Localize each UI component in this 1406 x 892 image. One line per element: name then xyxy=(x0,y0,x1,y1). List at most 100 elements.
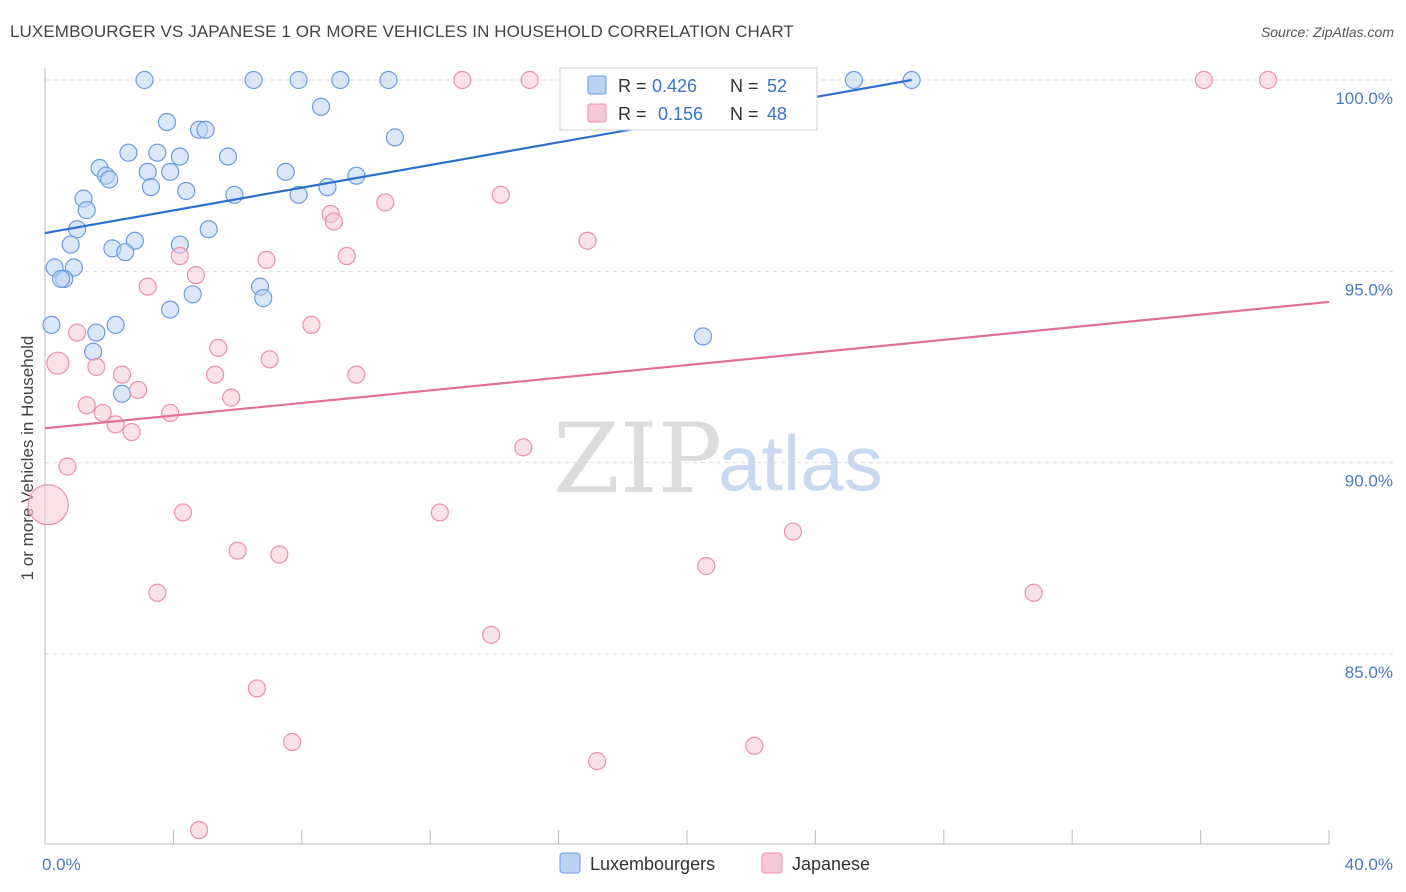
japanese-point-18 xyxy=(209,338,228,357)
luxembourgers-point-8 xyxy=(157,112,177,132)
luxembourgers-point-13 xyxy=(148,143,167,162)
luxembourgers-points xyxy=(42,70,921,403)
watermark: ZIP atlas xyxy=(553,403,883,515)
japanese-point-22 xyxy=(112,365,132,384)
luxembourgers-point-10 xyxy=(196,120,215,139)
japanese-point-29 xyxy=(161,403,180,423)
source-credit: Source: ZipAtlas.com xyxy=(1260,24,1394,40)
watermark-zip: ZIP xyxy=(553,403,722,515)
luxembourgers-point-26 xyxy=(289,185,308,204)
japanese-point-0 xyxy=(453,70,472,90)
y-tick-label-3: 85.0% xyxy=(1345,663,1393,682)
luxembourgers-point-24 xyxy=(177,181,196,201)
japanese-point-30 xyxy=(106,415,125,434)
legend-r-value-1: 0.426 xyxy=(652,76,697,96)
luxembourgers-point-36 xyxy=(116,243,135,262)
japanese-point-38 xyxy=(228,541,247,560)
japanese-point-14 xyxy=(186,266,205,285)
luxembourgers-point-15 xyxy=(218,147,238,166)
japanese-point-33 xyxy=(58,457,77,476)
luxembourgers-point-48 xyxy=(84,342,103,361)
y-tick-label-0: 100.0% xyxy=(1335,89,1393,108)
legend-r-value-2: 0.156 xyxy=(658,104,703,124)
luxembourgers-point-19 xyxy=(276,162,295,181)
luxembourgers-point-43 xyxy=(254,289,273,308)
japanese-point-36 xyxy=(430,503,449,522)
legend-n-label-1: N = xyxy=(730,76,759,96)
japanese-point-21 xyxy=(87,357,106,377)
japanese-point-37 xyxy=(783,522,803,541)
japanese-point-20 xyxy=(260,350,279,369)
luxembourgers-point-47 xyxy=(87,323,106,342)
luxembourgers-point-7 xyxy=(311,97,331,116)
japanese-point-48 xyxy=(189,820,209,840)
japanese-point-24 xyxy=(347,365,366,384)
axes xyxy=(44,68,1330,845)
legend-n-value-2: 48 xyxy=(767,104,787,124)
japanese-point-28 xyxy=(93,403,112,423)
legend-label-luxembourgers: Luxembourgers xyxy=(590,854,715,874)
luxembourgers-point-32 xyxy=(61,235,80,254)
luxembourgers-point-50 xyxy=(112,384,132,403)
luxembourgers-point-4 xyxy=(379,70,398,90)
legend-label-japanese: Japanese xyxy=(792,854,870,874)
luxembourgers-point-49 xyxy=(693,327,713,346)
legend-n-value-1: 52 xyxy=(767,76,787,96)
japanese-point-39 xyxy=(270,545,289,564)
legend-n-label-2: N = xyxy=(730,104,759,124)
japanese-point-5 xyxy=(1258,70,1278,90)
luxembourgers-point-18 xyxy=(161,162,180,181)
japanese-point-41 xyxy=(148,583,167,602)
legend-swatch-pink xyxy=(587,103,607,123)
japanese-points xyxy=(27,70,1278,840)
japanese-point-31 xyxy=(122,422,141,442)
y-tick-label-1: 95.0% xyxy=(1345,280,1393,299)
japanese-point-34 xyxy=(27,484,69,526)
y-axis-label: 1 or more Vehicles in Household xyxy=(18,336,37,581)
japanese-point-26 xyxy=(222,388,241,407)
luxembourgers-point-44 xyxy=(161,300,180,319)
japanese-point-15 xyxy=(138,277,157,296)
japanese-point-13 xyxy=(337,246,356,266)
japanese-point-1 xyxy=(520,70,539,90)
luxembourgers-point-17 xyxy=(138,162,157,181)
trend-lines xyxy=(44,78,1330,430)
luxembourgers-point-45 xyxy=(42,315,61,335)
y-tick-label-2: 90.0% xyxy=(1345,472,1393,491)
luxembourgers-point-1 xyxy=(244,70,263,90)
japanese-point-9 xyxy=(324,212,343,231)
luxembourgers-point-23 xyxy=(141,178,161,197)
japanese-point-46 xyxy=(745,736,764,755)
japanese-point-47 xyxy=(588,752,607,771)
japanese-point-27 xyxy=(77,396,96,415)
japanese-point-43 xyxy=(482,625,501,644)
japanese-point-17 xyxy=(67,323,87,342)
japanese-point-35 xyxy=(173,503,193,522)
luxembourgers-point-11 xyxy=(385,128,404,147)
stats-legend: R = 0.426 N = 52 R = 0.156 N = 48 xyxy=(559,67,818,131)
x-tick-labels: 0.0% 40.0% xyxy=(42,855,1393,874)
legend-r-label-1: R = xyxy=(618,76,647,96)
series-legend: Luxembourgers Japanese xyxy=(559,852,870,874)
luxembourgers-point-21 xyxy=(100,170,119,189)
luxembourgers-point-46 xyxy=(106,315,125,335)
japanese-point-23 xyxy=(206,365,225,384)
legend-swatch-blue xyxy=(587,75,607,95)
legend-r-label-2: R = xyxy=(618,104,647,124)
japanese-point-42 xyxy=(1024,583,1043,602)
luxembourgers-point-42 xyxy=(183,285,202,304)
luxembourgers-point-5 xyxy=(844,70,864,90)
japanese-point-40 xyxy=(697,556,716,576)
luxembourgers-point-22 xyxy=(347,166,366,185)
luxembourgers-point-30 xyxy=(199,220,218,239)
luxembourgers-point-14 xyxy=(170,147,189,166)
luxembourgers-point-0 xyxy=(135,70,154,90)
luxembourgers-point-29 xyxy=(77,201,96,220)
japanese-point-6 xyxy=(491,185,510,204)
luxembourgers-point-40 xyxy=(51,269,71,289)
y-tick-labels: 100.0% 95.0% 90.0% 85.0% xyxy=(1335,89,1393,682)
legend-swatch-luxembourgers xyxy=(559,852,581,874)
japanese-point-45 xyxy=(283,732,302,752)
legend-swatch-japanese xyxy=(761,852,783,874)
